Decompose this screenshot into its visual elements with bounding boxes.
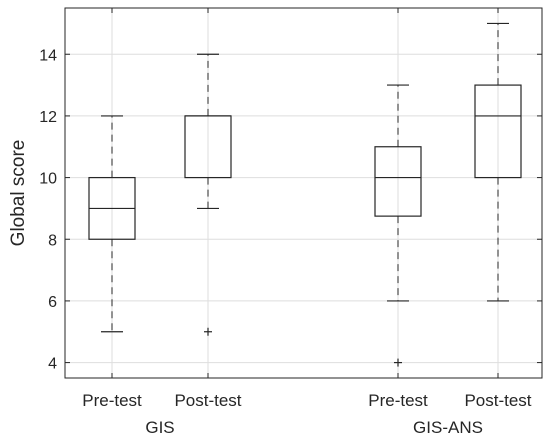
- y-tick-label-8: 8: [48, 232, 57, 249]
- outlier-gis-post-test-0: [204, 327, 212, 336]
- boxes-layer: [88, 22, 522, 367]
- group-label-gis: GIS: [145, 418, 174, 437]
- y-tick-label-4: 4: [48, 356, 57, 373]
- x-tick-label-gis-pre-test: Pre-test: [82, 391, 142, 410]
- y-axis-label: Global score: [8, 140, 29, 247]
- y-tick-label-14: 14: [39, 47, 57, 64]
- outlier-gis-ans-pre-test-0: [394, 358, 402, 367]
- plot-area-frame: [64, 7, 543, 379]
- y-tick-label-12: 12: [39, 109, 57, 126]
- grid-layer: [65, 8, 542, 378]
- y-tick-label-6: 6: [48, 294, 57, 311]
- y-tick-label-10: 10: [39, 171, 57, 188]
- y-ticks: 4 6 8 10 12 14: [39, 8, 542, 378]
- box-gis-ans-pre-test: [374, 146, 422, 217]
- x-tick-label-gis-post-test: Post-test: [174, 391, 241, 410]
- x-tick-label-gis-ans-post-test: Post-test: [464, 391, 531, 410]
- x-tick-label-gis-ans-pre-test: Pre-test: [368, 391, 428, 410]
- group-label-gis-ans: GIS-ANS: [413, 418, 483, 437]
- box-gis-ans-post-test: [474, 84, 522, 179]
